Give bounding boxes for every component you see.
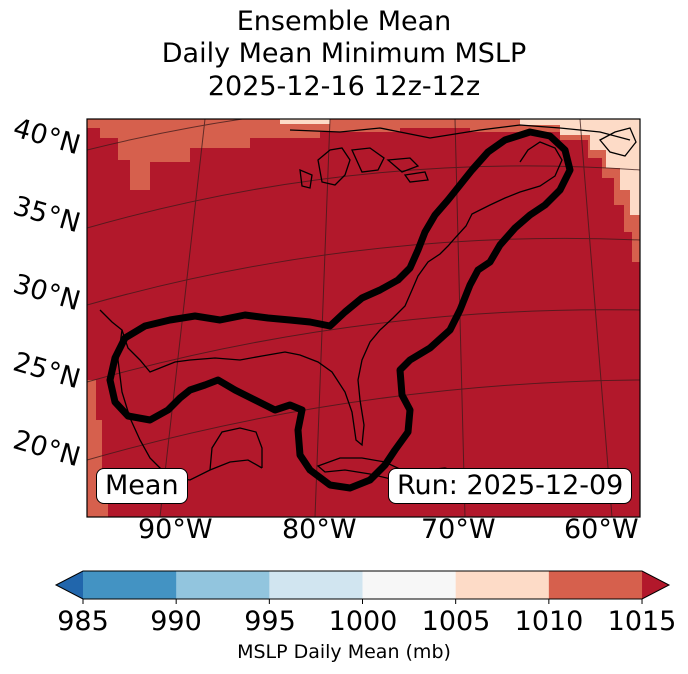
colorbar-segment: [83, 571, 177, 599]
meridian-80w: [314, 119, 331, 517]
contour-outline: [106, 128, 574, 492]
lon-label-90w: 90°W: [138, 514, 213, 545]
coastline-greatlakes: [299, 147, 429, 189]
title-line-2: Daily Mean Minimum MSLP: [161, 38, 527, 69]
colorbar-tick-1005: 1005: [421, 606, 491, 637]
pressure-fill-1005-nw: [280, 119, 330, 124]
colorbar-segment: [548, 571, 643, 599]
parallel-20n: [87, 379, 640, 461]
colorbar-tick-985: 985: [57, 606, 109, 637]
run-label-box: Run: 2025-12-09: [388, 468, 633, 504]
colorbar-segment: [176, 571, 270, 599]
meridian-60w: [579, 119, 613, 517]
parallel-35n: [87, 165, 640, 229]
coastline-yucatan: [209, 427, 263, 471]
parallel-25n: [87, 309, 640, 383]
colorbar-extend-high: [642, 571, 670, 599]
colorbar-segment: [455, 571, 550, 599]
colorbar-tick-1015: 1015: [607, 606, 677, 637]
coastline-newfoundland: [598, 127, 637, 157]
title-line-1: Ensemble Mean: [236, 6, 452, 37]
parallel-30n: [87, 237, 640, 306]
colorbar-segment: [362, 571, 457, 599]
colorbar-segment: [269, 571, 364, 599]
pressure-fill-1005-band: [520, 119, 640, 215]
map-frame: [86, 118, 641, 518]
colorbar-tick-1010: 1010: [514, 606, 584, 637]
title-line-3: 2025-12-16 12z-12z: [207, 71, 481, 102]
colorbar-label: MSLP Daily Mean (mb): [237, 641, 451, 663]
colorbar-tick-990: 990: [150, 606, 202, 637]
parallel-40n: [87, 119, 246, 151]
lon-label-70w: 70°W: [421, 514, 496, 545]
colorbar-tick-995: 995: [244, 606, 296, 637]
coastline-gulf: [99, 141, 563, 447]
mean-label-box: Mean: [96, 468, 188, 504]
lon-label-80w: 80°W: [282, 514, 357, 545]
lon-label-60w: 60°W: [564, 514, 639, 545]
colorbar-extend-low: [56, 571, 83, 599]
coastline-canada: [289, 124, 631, 141]
colorbar-tick-1000: 1000: [328, 606, 398, 637]
